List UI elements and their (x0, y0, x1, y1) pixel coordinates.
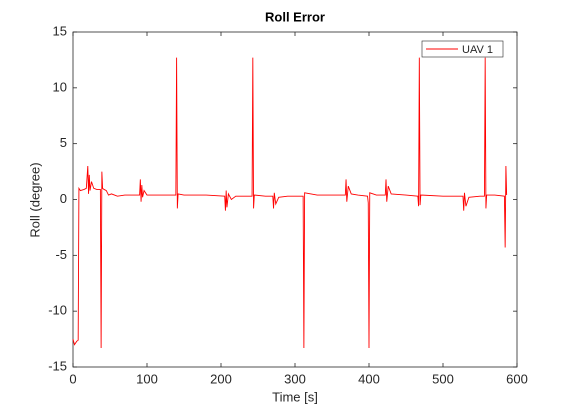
y-tick-label: -5 (55, 247, 67, 262)
x-tick-label: 400 (358, 371, 380, 386)
y-tick-label: 15 (53, 23, 67, 38)
legend-label: UAV 1 (462, 44, 493, 56)
y-tick-label: 0 (60, 191, 67, 206)
y-tick-label: 5 (60, 135, 67, 150)
y-tick-label: -10 (48, 303, 67, 318)
x-axis-label: Time [s] (272, 389, 318, 404)
y-axis-label: Roll (degree) (27, 162, 42, 237)
data-line (72, 57, 508, 349)
x-tick-label: 200 (210, 371, 232, 386)
legend-box (421, 40, 504, 58)
y-tick-label: 10 (53, 79, 67, 94)
y-tick-label: -15 (48, 358, 67, 373)
x-tick-label: 300 (284, 371, 306, 386)
x-tick-label: 0 (69, 371, 76, 386)
x-tick-label: 100 (136, 371, 158, 386)
x-tick-label: 500 (432, 371, 454, 386)
x-tick-label: 600 (506, 371, 528, 386)
plot-box (72, 31, 518, 368)
chart-title: Roll Error (265, 9, 325, 24)
